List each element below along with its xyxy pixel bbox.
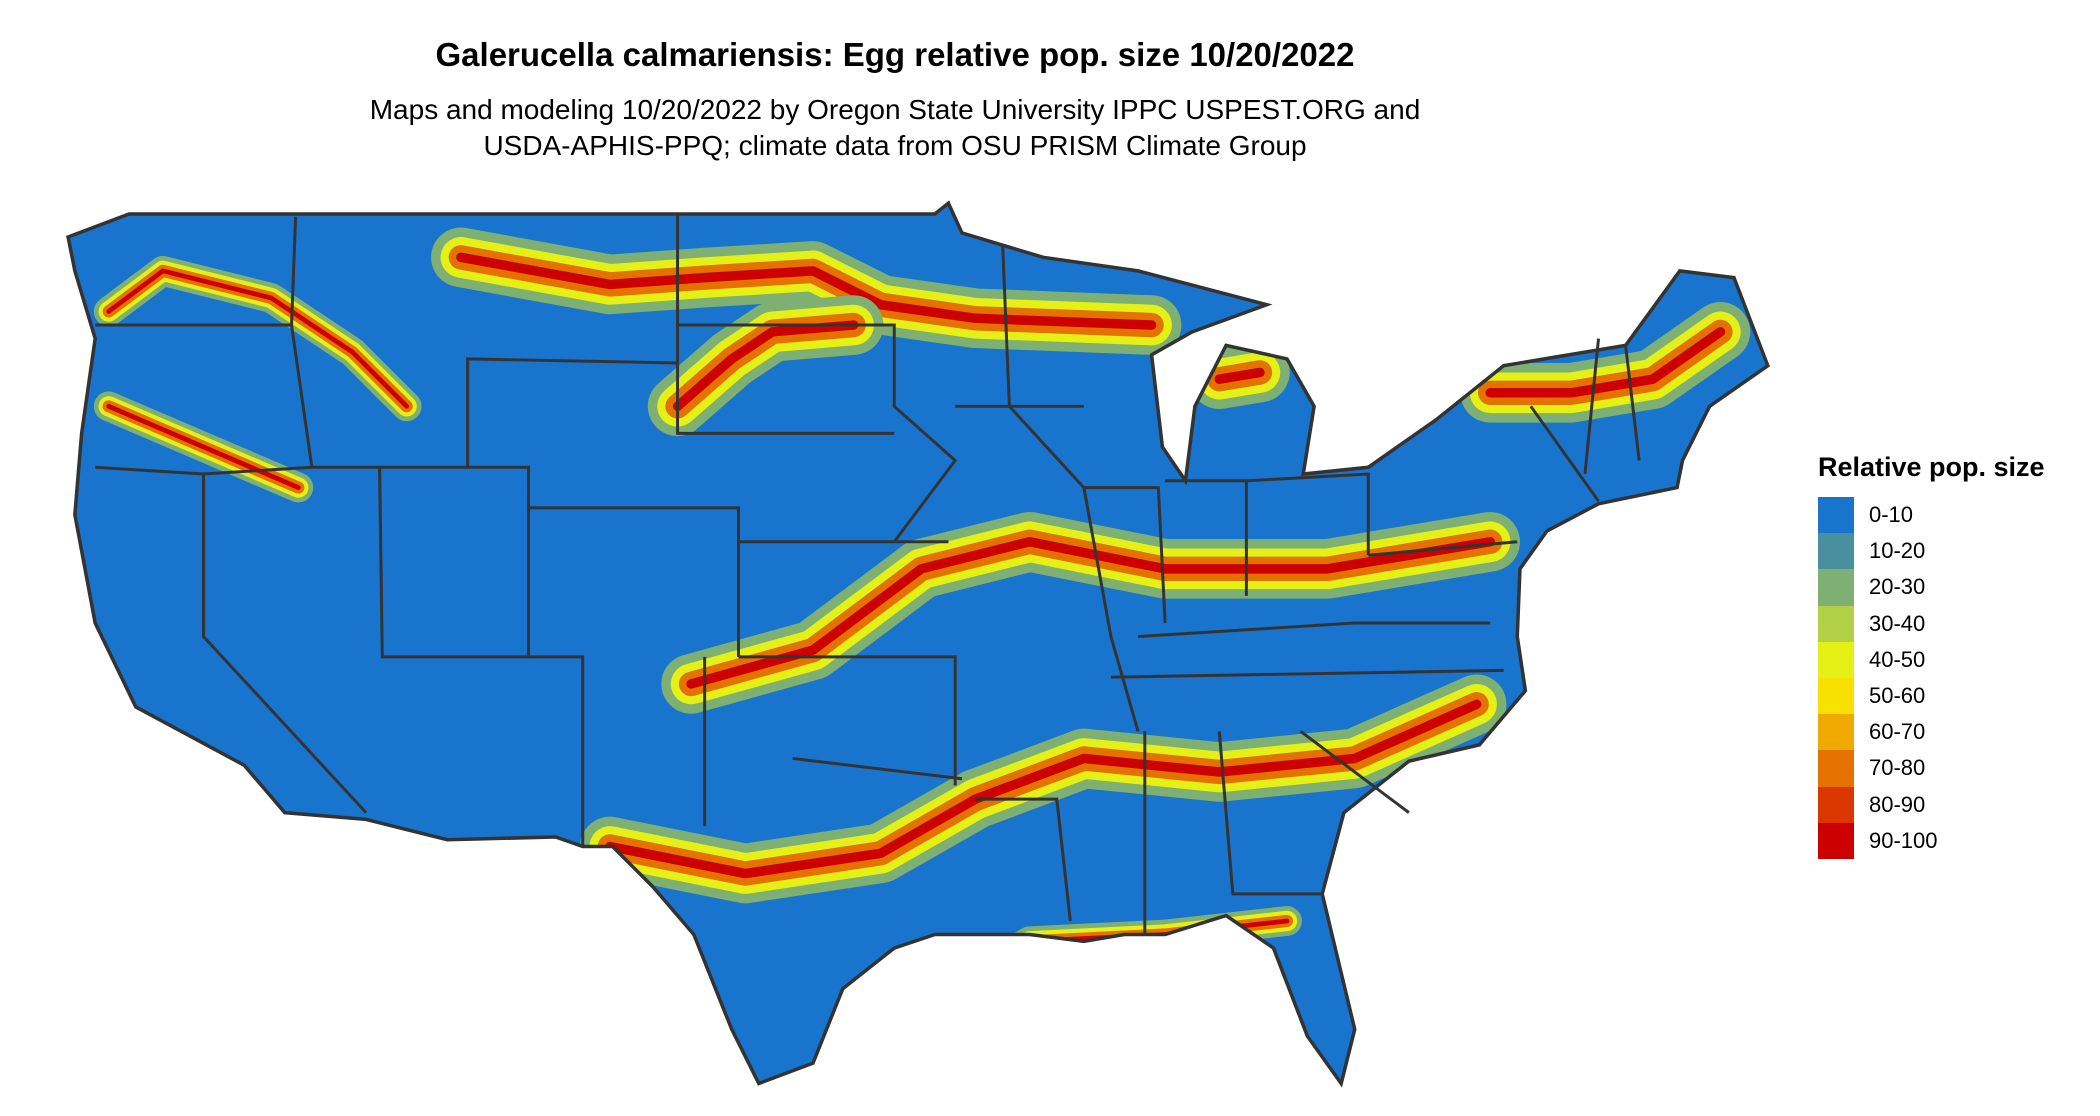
- us-land-fill: [68, 203, 1768, 1084]
- legend-item: 80-90: [1818, 786, 2045, 823]
- legend-item: 20-30: [1818, 569, 2045, 606]
- state-border: [311, 357, 678, 469]
- legend-label: 80-90: [1869, 791, 1926, 817]
- state-border: [1299, 730, 1410, 814]
- legend-item: 90-100: [1818, 822, 2045, 859]
- legend-item: 10-20: [1818, 533, 2045, 570]
- legend-swatch: [1818, 533, 1854, 570]
- legend-swatch: [1818, 605, 1854, 642]
- legend-swatch: [1818, 569, 1854, 606]
- state-border: [1583, 338, 1601, 475]
- population-bands: [93, 227, 1751, 1018]
- state-border: [378, 467, 585, 847]
- map-title: Galerucella calmariensis: Egg relative p…: [435, 36, 1355, 73]
- state-border: [677, 323, 958, 543]
- population-band: [456, 252, 1157, 330]
- state-border: [1624, 345, 1641, 461]
- legend-label: 70-80: [1869, 755, 1926, 781]
- legend-swatch: [1818, 786, 1854, 823]
- legend-item: 50-60: [1818, 677, 2045, 715]
- legend-title: Relative pop. size: [1818, 452, 2045, 482]
- legend-swatch: [1818, 677, 1854, 715]
- legend-item: 70-80: [1818, 750, 2045, 787]
- legend-label: 50-60: [1869, 683, 1926, 709]
- state-border: [528, 506, 740, 657]
- population-band: [1214, 367, 1265, 384]
- subtitle-line-1: Maps and modeling 10/20/2022 by Oregon S…: [369, 94, 1421, 125]
- us-outline: [66, 200, 1770, 1088]
- state-border: [738, 655, 957, 786]
- population-band: [106, 268, 410, 409]
- state-border: [467, 465, 531, 657]
- state-border: [792, 756, 963, 781]
- legend-label: 0-10: [1869, 502, 1914, 528]
- legend: Relative pop. size 0-10 10-20 20-30 30-40 40…: [1818, 452, 2045, 859]
- legend-label: 90-100: [1869, 827, 1938, 853]
- legend-label: 10-20: [1869, 538, 1926, 564]
- state-border: [1083, 486, 1167, 624]
- subtitle-line-2: USDA-APHIS-PPQ; climate data from OSU PR…: [483, 130, 1307, 161]
- legend-swatch: [1818, 497, 1854, 534]
- state-border: [1246, 472, 1370, 556]
- map-subtitle: Maps and modeling 10/20/2022 by Oregon S…: [0, 92, 1790, 164]
- state-border: [1137, 621, 1491, 639]
- state-border: [1217, 731, 1321, 896]
- population-band: [1485, 327, 1726, 398]
- state-border: [1529, 405, 1600, 502]
- legend-swatch: [1818, 641, 1854, 678]
- legend-item: 30-40: [1818, 605, 2045, 642]
- legend-item: 0-10: [1818, 497, 2045, 534]
- state-border: [95, 324, 314, 476]
- legend-label: 30-40: [1869, 610, 1926, 636]
- state-border: [202, 474, 368, 814]
- state-border: [1368, 540, 1518, 557]
- legend-label: 20-30: [1869, 574, 1926, 600]
- legend-swatch: [1818, 714, 1854, 751]
- population-band: [605, 699, 1482, 879]
- state-border: [676, 213, 895, 435]
- legend-label: 40-50: [1869, 646, 1926, 672]
- population-band: [106, 403, 301, 490]
- legend-item: 40-50: [1818, 641, 2045, 678]
- state-border: [975, 797, 1072, 922]
- population-band: [672, 320, 859, 412]
- legend-label: 60-70: [1869, 719, 1926, 745]
- state-borders: [95, 213, 1641, 935]
- legend-swatch: [1818, 822, 1854, 859]
- legend-swatch: [1818, 750, 1854, 787]
- population-band: [686, 537, 1495, 689]
- state-border: [1110, 668, 1504, 679]
- legend-item: 60-70: [1818, 714, 2045, 751]
